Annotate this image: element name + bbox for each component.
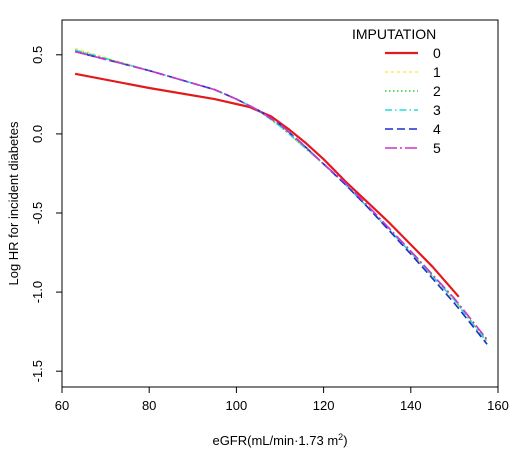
series-layer xyxy=(74,47,488,345)
y-tick-label: -1.0 xyxy=(30,281,45,303)
series-line-3 xyxy=(74,49,488,344)
x-tick-label: 140 xyxy=(400,398,422,413)
series-line-2 xyxy=(74,49,488,342)
legend: IMPUTATION 0 1 2 3 4 5 xyxy=(352,26,441,156)
x-tick-label: 120 xyxy=(313,398,335,413)
y-tick-label: -1.5 xyxy=(30,360,45,382)
plot-frame xyxy=(61,19,499,388)
x-axis-title: eGFR(mL/min·1.73 m2) xyxy=(212,432,347,448)
y-axis-title: Log HR for incident diabetes xyxy=(6,121,21,286)
x-axis-title-main: eGFR(mL/min·1.73 m xyxy=(212,433,338,448)
legend-title: IMPUTATION xyxy=(352,26,436,42)
x-tick-label: 100 xyxy=(226,398,248,413)
x-tick-label: 160 xyxy=(487,398,509,413)
legend-label-0: 0 xyxy=(433,45,441,61)
series-line-4 xyxy=(74,50,488,345)
legend-label-4: 4 xyxy=(433,121,441,137)
x-tick-label: 80 xyxy=(142,398,156,413)
legend-label-3: 3 xyxy=(433,102,441,118)
x-axis-title-close: ) xyxy=(343,433,347,448)
y-tick-label: 0.5 xyxy=(30,46,45,64)
y-tick-label: 0.0 xyxy=(30,125,45,143)
x-axis-title-superscript: 2 xyxy=(338,432,343,442)
series-line-1 xyxy=(74,47,488,342)
series-line-0 xyxy=(74,72,460,298)
y-tick-label: -0.5 xyxy=(30,202,45,224)
series-line-5 xyxy=(74,50,488,340)
legend-label-2: 2 xyxy=(433,83,441,99)
y-axis: 0.5 0.0 -0.5 -1.0 -1.5 xyxy=(30,46,62,382)
legend-label-1: 1 xyxy=(433,64,441,80)
x-axis: 60 80 100 120 140 160 xyxy=(55,387,509,413)
x-tick-label: 60 xyxy=(55,398,69,413)
legend-label-5: 5 xyxy=(433,140,441,156)
